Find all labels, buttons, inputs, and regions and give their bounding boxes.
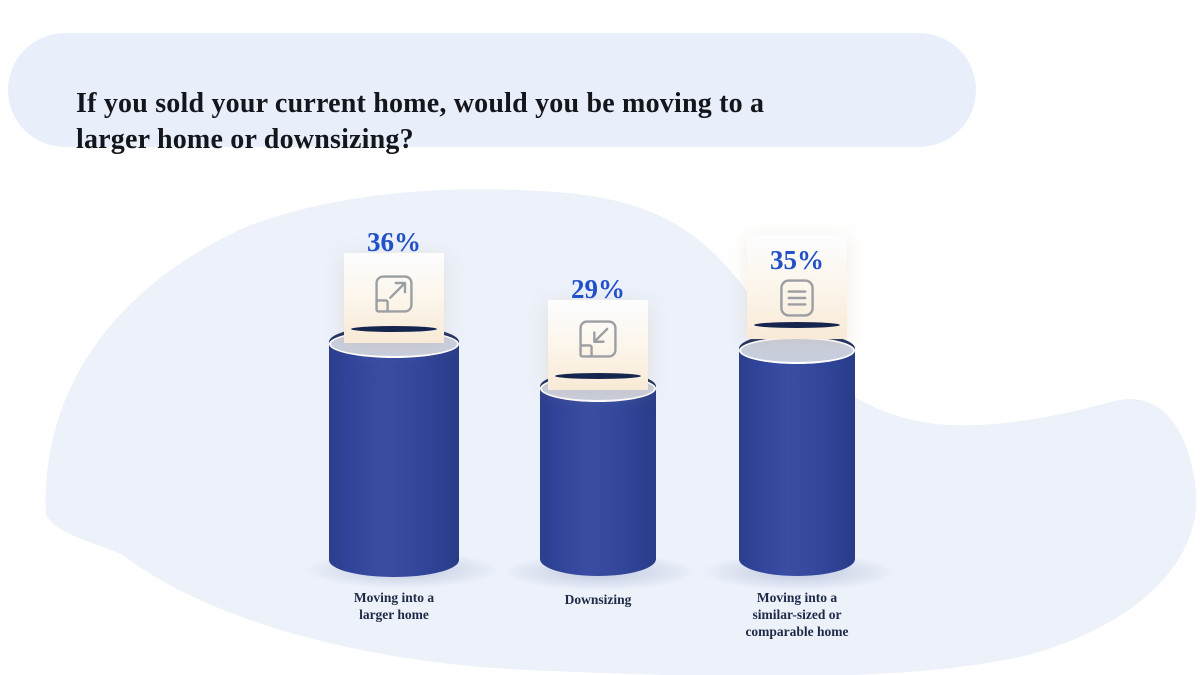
category-label: Moving into a larger home — [353, 590, 435, 622]
expand-icon — [372, 272, 416, 316]
value-label: 36% — [367, 227, 421, 257]
category-label: Moving into a similar-sized or comparabl… — [745, 590, 849, 639]
value-label: 35% — [770, 245, 824, 275]
chart-title: If you sold your current home, would you… — [76, 88, 765, 155]
ballot-slot — [555, 373, 641, 379]
cylinder-body — [329, 344, 459, 577]
ballot-slot — [351, 326, 437, 332]
value-label: 29% — [571, 274, 625, 304]
ballot-card — [548, 300, 648, 390]
title-banner: If you sold your current home, would you… — [8, 33, 976, 155]
document-lines-icon — [775, 276, 819, 320]
shrink-icon — [576, 317, 620, 361]
cylinder-body — [739, 351, 855, 576]
ballot-card — [747, 235, 847, 339]
cylinder-body — [540, 389, 656, 576]
ballot-card — [344, 253, 444, 343]
category-label: Downsizing — [564, 592, 632, 607]
cylinder-top-face — [739, 337, 855, 364]
ballot-slot — [754, 322, 840, 328]
